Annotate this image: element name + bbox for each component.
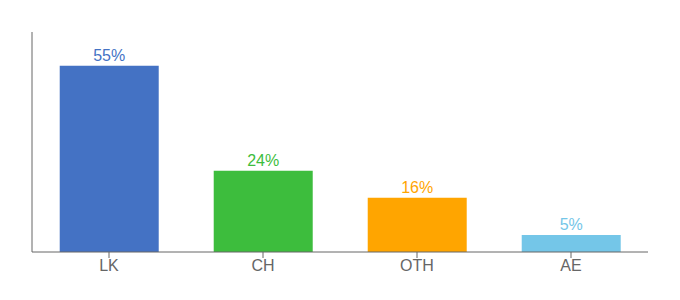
svg-text:LK: LK	[99, 257, 119, 274]
svg-text:CH: CH	[251, 257, 274, 274]
svg-text:16%: 16%	[401, 179, 433, 196]
svg-text:55%: 55%	[93, 47, 125, 64]
svg-text:AE: AE	[560, 257, 581, 274]
svg-text:5%: 5%	[560, 216, 583, 233]
svg-text:OTH: OTH	[400, 257, 434, 274]
svg-text:24%: 24%	[247, 152, 279, 169]
